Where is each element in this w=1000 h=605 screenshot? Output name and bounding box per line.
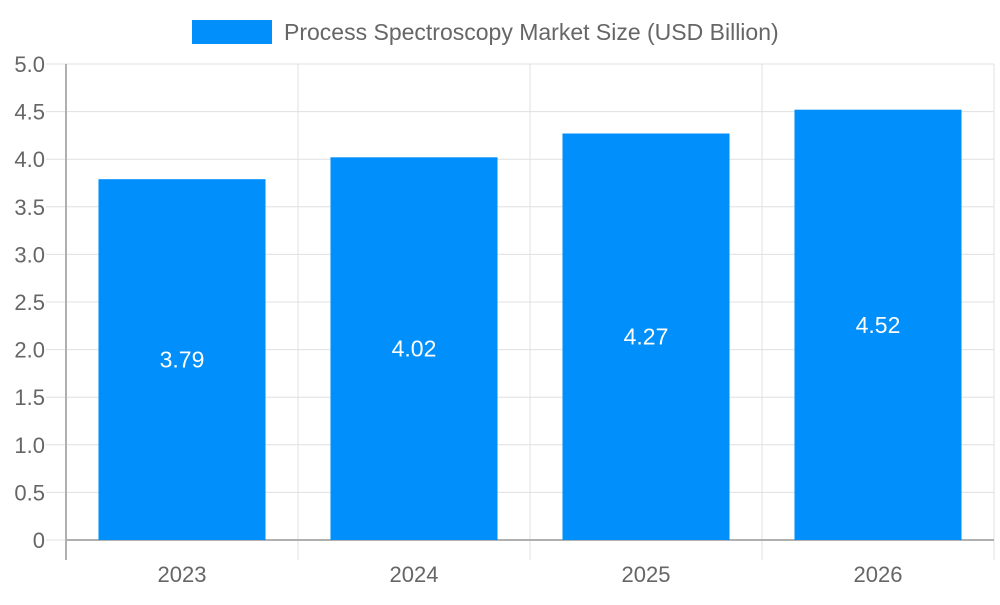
- data-label: 4.27: [624, 324, 669, 350]
- x-tick-label: 2025: [622, 562, 671, 587]
- bar-2026: [794, 109, 962, 541]
- y-tick-label: 1.0: [14, 433, 45, 458]
- x-tick-label: 2023: [158, 562, 207, 587]
- legend[interactable]: Process Spectroscopy Market Size (USD Bi…: [192, 19, 779, 45]
- bar-2023: [98, 179, 266, 540]
- legend-label: Process Spectroscopy Market Size (USD Bi…: [284, 19, 779, 45]
- bar-2024: [330, 157, 498, 540]
- y-tick-label: 1.5: [14, 385, 45, 410]
- y-tick-label: 2.0: [14, 338, 45, 363]
- bar-2025: [562, 133, 730, 540]
- y-tick-label: 0: [33, 528, 45, 553]
- data-label: 4.52: [856, 312, 901, 338]
- legend-swatch: [192, 20, 272, 44]
- data-label: 3.79: [160, 347, 205, 373]
- y-tick-label: 4.0: [14, 147, 45, 172]
- y-tick-label: 3.5: [14, 195, 45, 220]
- y-tick-label: 4.5: [14, 100, 45, 125]
- data-label: 4.02: [392, 336, 437, 362]
- y-tick-label: 0.5: [14, 480, 45, 505]
- y-tick-label: 3.0: [14, 242, 45, 267]
- x-tick-label: 2024: [390, 562, 439, 587]
- y-tick-label: 5.0: [14, 52, 45, 77]
- x-tick-label: 2026: [854, 562, 903, 587]
- y-tick-label: 2.5: [14, 290, 45, 315]
